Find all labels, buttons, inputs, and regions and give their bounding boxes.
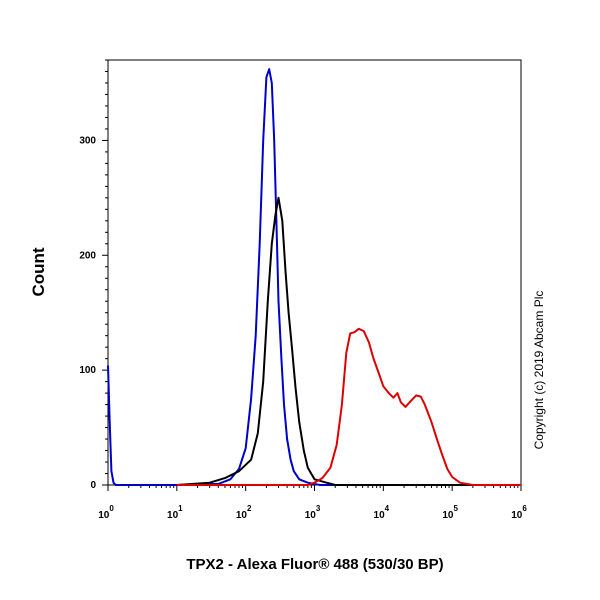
y-tick-label: 100 bbox=[79, 365, 96, 376]
x-tick-label: 102 bbox=[236, 504, 252, 521]
x-tick-label: 104 bbox=[374, 504, 390, 521]
histogram-series-1 bbox=[107, 68, 521, 486]
y-minor-ticks bbox=[105, 59, 108, 475]
histogram-series-3 bbox=[176, 327, 521, 486]
x-tick-label: 100 bbox=[98, 504, 114, 521]
y-axis-label: Count bbox=[29, 247, 48, 296]
x-tick-label: 103 bbox=[305, 504, 321, 521]
y-tick-label: 0 bbox=[90, 480, 96, 491]
y-axis-ticks: 0 100 200 300 bbox=[79, 135, 108, 491]
y-tick-label: 200 bbox=[79, 250, 96, 261]
x-tick-label: 101 bbox=[167, 504, 183, 521]
x-tick-label: 105 bbox=[442, 504, 458, 521]
x-axis-ticks: 100 101 102 103 104 105 106 bbox=[98, 485, 527, 521]
x-tick-label: 106 bbox=[511, 504, 527, 521]
series-layer bbox=[107, 68, 521, 486]
y-tick-label: 300 bbox=[79, 135, 96, 146]
copyright-watermark: Copyright (c) 2019 Abcam Plc bbox=[532, 291, 546, 450]
x-axis-label: TPX2 - Alexa Fluor® 488 (530/30 BP) bbox=[186, 556, 443, 573]
histogram-series-2 bbox=[176, 196, 521, 486]
plot-frame bbox=[107, 59, 522, 486]
